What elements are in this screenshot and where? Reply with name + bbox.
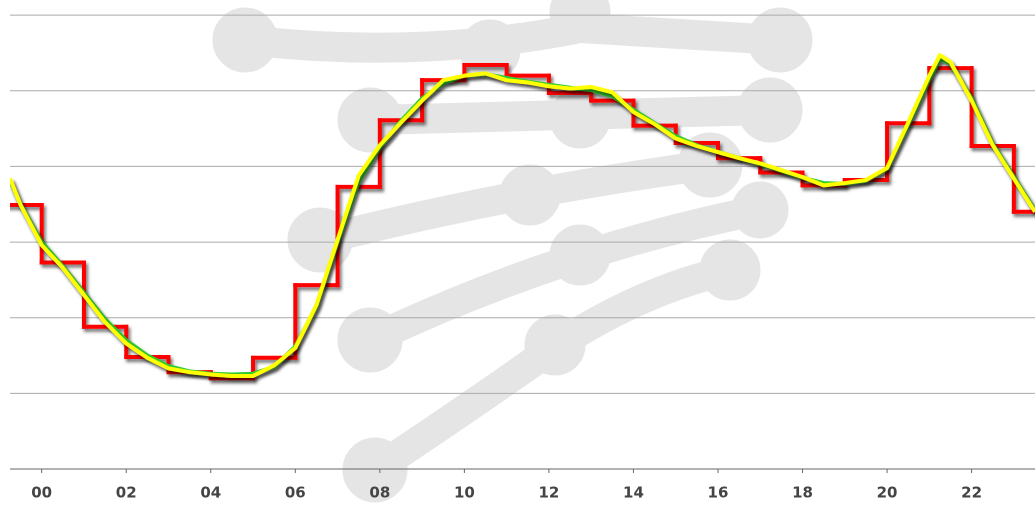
x-tick-label: 18 [792, 484, 813, 502]
x-tick-label: 14 [623, 484, 644, 502]
plot-area [10, 53, 1035, 381]
x-tick-label: 10 [454, 484, 475, 502]
x-tick-label: 20 [877, 484, 898, 502]
x-tick-label: 08 [369, 484, 390, 502]
line-series [10, 53, 1035, 378]
x-tick-label: 16 [708, 484, 729, 502]
x-tick-label: 02 [116, 484, 137, 502]
x-tick-label: 00 [31, 484, 52, 502]
x-tick-label: 06 [285, 484, 306, 502]
x-tick-label: 22 [961, 484, 982, 502]
x-tick-label: 04 [200, 484, 221, 502]
x-tick-label: 12 [538, 484, 559, 502]
